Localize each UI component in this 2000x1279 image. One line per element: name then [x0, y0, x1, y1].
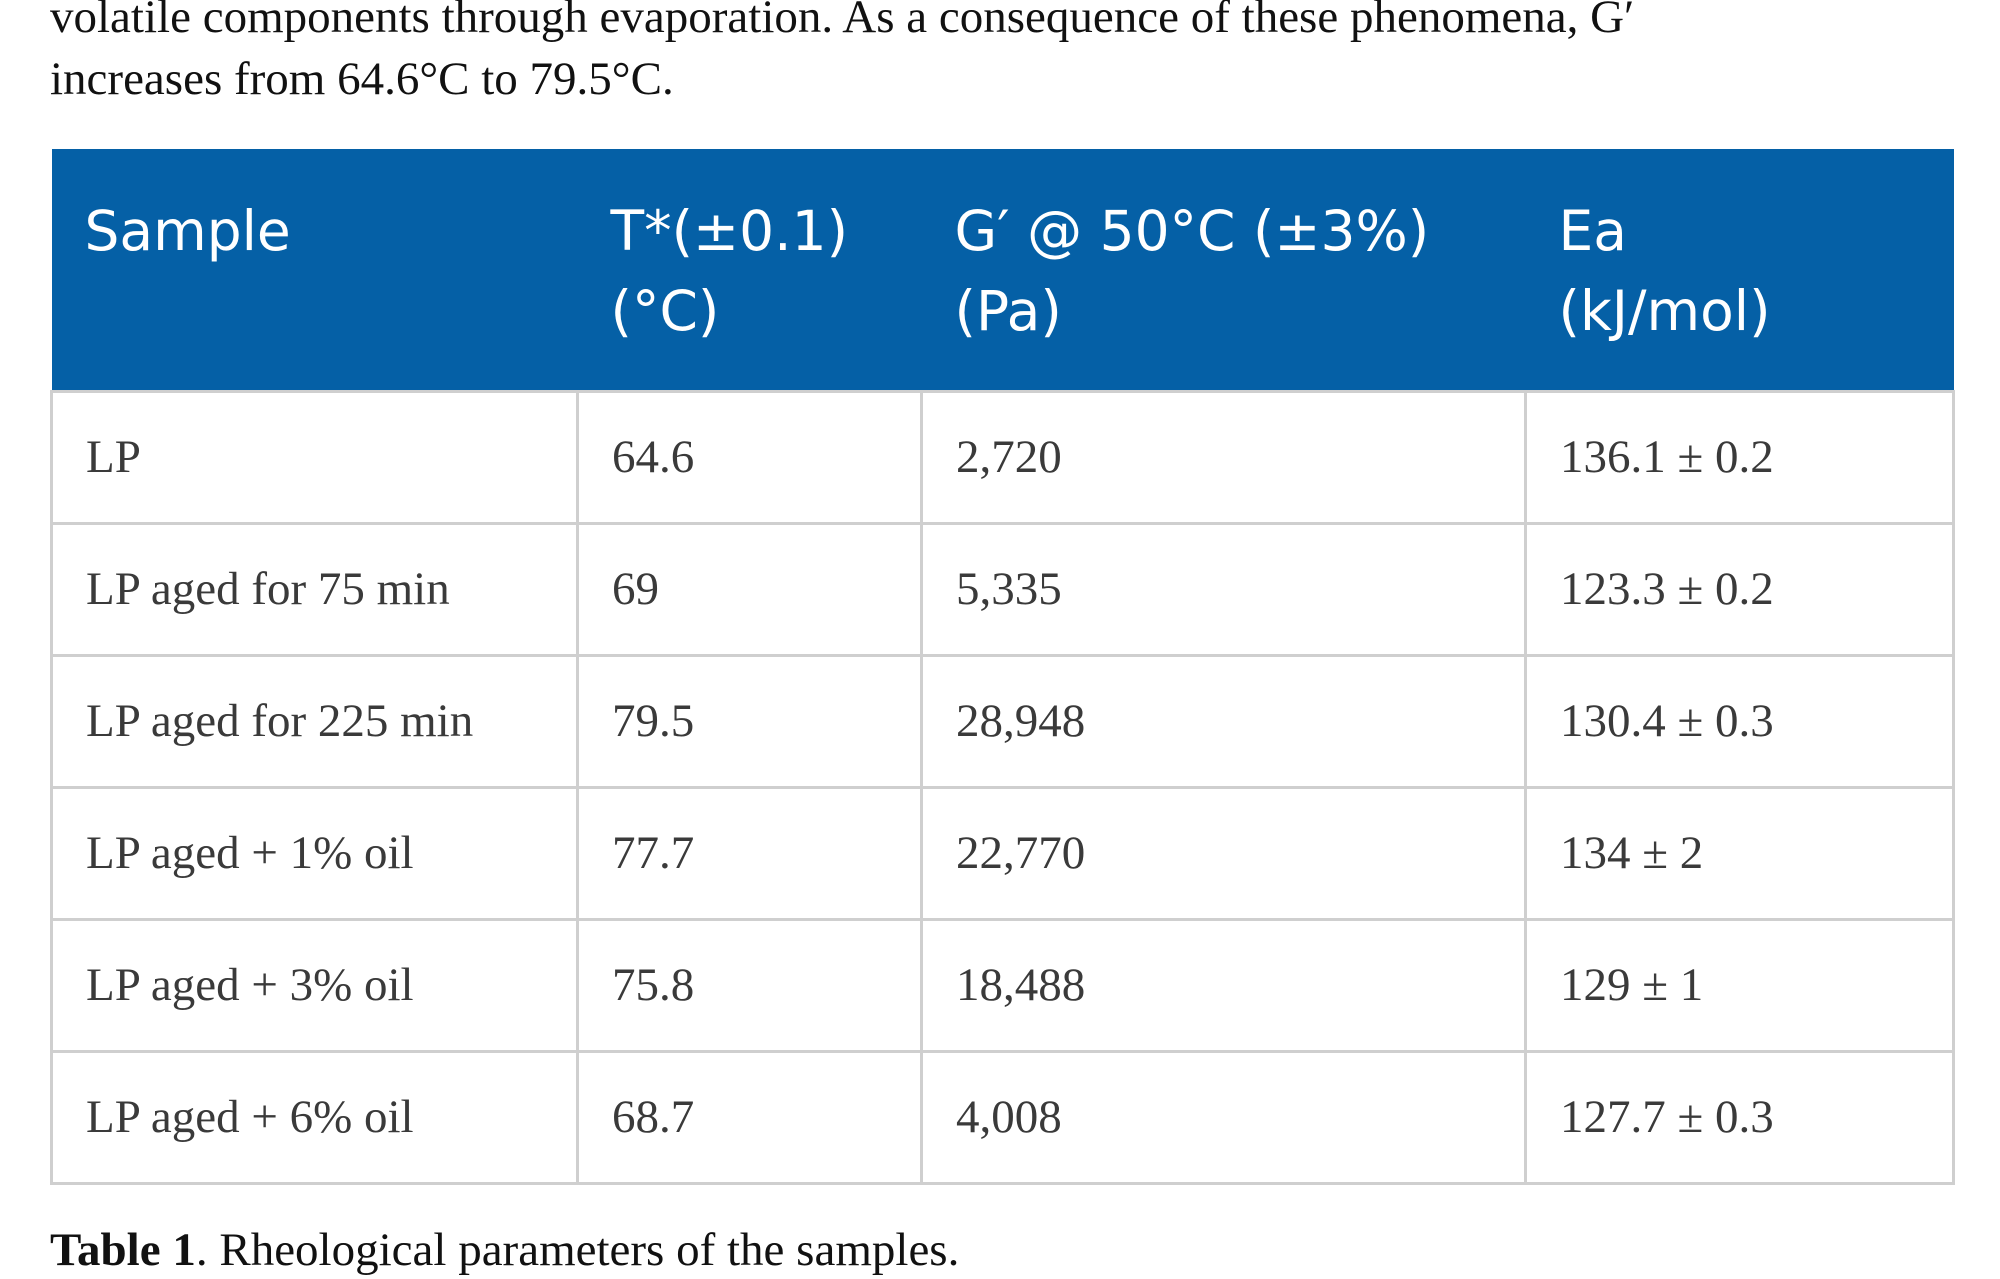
cell-t-star: 79.5	[576, 653, 923, 789]
cell-g-prime: 4,008	[920, 1049, 1527, 1185]
cell-ea: 129 ± 1	[1524, 917, 1955, 1053]
table-row: LP 64.6 2,720 136.1 ± 0.2	[50, 389, 1955, 525]
cell-sample: LP aged for 75 min	[50, 521, 579, 657]
cell-sample: LP aged for 225 min	[50, 653, 579, 789]
cell-g-prime: 2,720	[920, 389, 1527, 525]
table-row: LP aged + 1% oil 77.7 22,770 134 ± 2	[50, 785, 1955, 921]
cell-sample: LP aged + 3% oil	[50, 917, 579, 1053]
cell-t-star: 68.7	[576, 1049, 923, 1185]
cell-t-star: 75.8	[576, 917, 923, 1053]
intro-line-2: increases from 64.6°C to 79.5°C.	[50, 53, 674, 105]
rheology-table: Sample T*(±0.1) (°C) G′ @ 50°C (±3%) (Pa) …	[50, 149, 1955, 1185]
cell-g-prime: 28,948	[920, 653, 1527, 789]
cell-sample: LP aged + 1% oil	[50, 785, 579, 921]
cell-sample: LP aged + 6% oil	[50, 1049, 579, 1185]
header-g-prime: G′ @ 50°C (±3%) (Pa)	[921, 149, 1526, 391]
cell-t-star: 69	[576, 521, 923, 657]
cell-ea: 127.7 ± 0.3	[1524, 1049, 1955, 1185]
cell-ea: 123.3 ± 0.2	[1524, 521, 1955, 657]
table-header: Sample T*(±0.1) (°C) G′ @ 50°C (±3%) (Pa) …	[51, 149, 1954, 391]
cell-g-prime: 22,770	[920, 785, 1527, 921]
rheology-table-container: Sample T*(±0.1) (°C) G′ @ 50°C (±3%) (Pa) …	[50, 149, 1955, 1185]
table-caption: Table 1. Rheological parameters of the s…	[50, 1222, 959, 1278]
table-body: LP 64.6 2,720 136.1 ± 0.2 LP aged for 75…	[50, 389, 1955, 1185]
caption-text: . Rheological parameters of the samples.	[195, 1224, 960, 1276]
header-t-star: T*(±0.1) (°C)	[577, 149, 922, 391]
header-ea: Ea (kJ/mol)	[1525, 149, 1954, 391]
cell-ea: 134 ± 2	[1524, 785, 1955, 921]
header-row: Sample T*(±0.1) (°C) G′ @ 50°C (±3%) (Pa) …	[51, 149, 1954, 391]
cell-ea: 136.1 ± 0.2	[1524, 389, 1955, 525]
cell-g-prime: 5,335	[920, 521, 1527, 657]
cell-t-star: 77.7	[576, 785, 923, 921]
intro-paragraph: volatile components through evaporation.…	[50, 0, 1970, 110]
table-row: LP aged + 3% oil 75.8 18,488 129 ± 1	[50, 917, 1955, 1053]
header-sample: Sample	[51, 149, 578, 391]
table-row: LP aged for 75 min 69 5,335 123.3 ± 0.2	[50, 521, 1955, 657]
caption-label: Table 1	[50, 1224, 196, 1276]
cell-g-prime: 18,488	[920, 917, 1527, 1053]
cell-sample: LP	[50, 389, 579, 525]
cell-t-star: 64.6	[576, 389, 923, 525]
intro-line-1: volatile components through evaporation.…	[50, 0, 1635, 43]
cell-ea: 130.4 ± 0.3	[1524, 653, 1955, 789]
table-row: LP aged for 225 min 79.5 28,948 130.4 ± …	[50, 653, 1955, 789]
table-row: LP aged + 6% oil 68.7 4,008 127.7 ± 0.3	[50, 1049, 1955, 1185]
